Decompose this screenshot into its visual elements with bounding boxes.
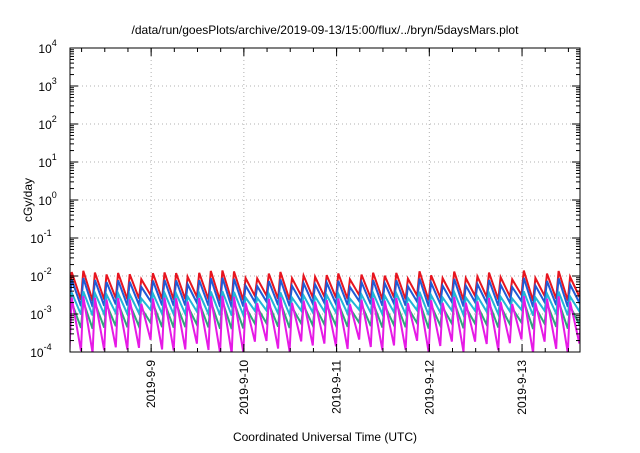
y-tick-label-exponent: 3	[52, 76, 57, 86]
series-layer	[70, 270, 580, 352]
x-tick-label: 2019-9-11	[330, 360, 344, 414]
x-tick-label: 2019-9-13	[515, 360, 529, 415]
y-tick-label-exponent: -3	[44, 304, 52, 314]
y-tick-label: 100	[38, 190, 56, 208]
y-tick-label: 10-3	[30, 304, 51, 322]
x-axis-label: Coordinated Universal Time (UTC)	[233, 430, 417, 444]
series-line-blue	[70, 277, 580, 309]
y-tick-label-exponent: -1	[44, 228, 52, 238]
y-tick-label: 103	[38, 76, 56, 94]
y-axis-label: cGy/day	[21, 178, 35, 222]
chart-title: /data/run/goesPlots/archive/2019-09-13/1…	[132, 23, 520, 37]
x-tick-label: 2019-9-10	[237, 360, 251, 415]
x-tick-label: 2019-9-12	[422, 360, 436, 415]
y-tick-label-exponent: -4	[44, 342, 52, 352]
y-tick-label-exponent: 1	[52, 152, 57, 162]
y-tick-label-exponent: 2	[52, 114, 57, 124]
series-line-magenta	[70, 295, 580, 352]
y-tick-label-exponent: -2	[44, 266, 52, 276]
y-tick-label: 104	[38, 38, 56, 56]
y-tick-label: 102	[38, 114, 56, 132]
y-tick-label: 10-4	[30, 342, 51, 360]
y-tick-label: 10-2	[30, 266, 51, 284]
x-tick-label: 2019-9-9	[144, 360, 158, 408]
plot-frame	[69, 47, 581, 353]
axes	[69, 47, 581, 353]
y-tick-label-exponent: 4	[52, 38, 57, 48]
y-tick-label: 101	[38, 152, 56, 170]
y-tick-label-exponent: 0	[52, 190, 57, 200]
y-tick-label: 10-1	[30, 228, 51, 246]
